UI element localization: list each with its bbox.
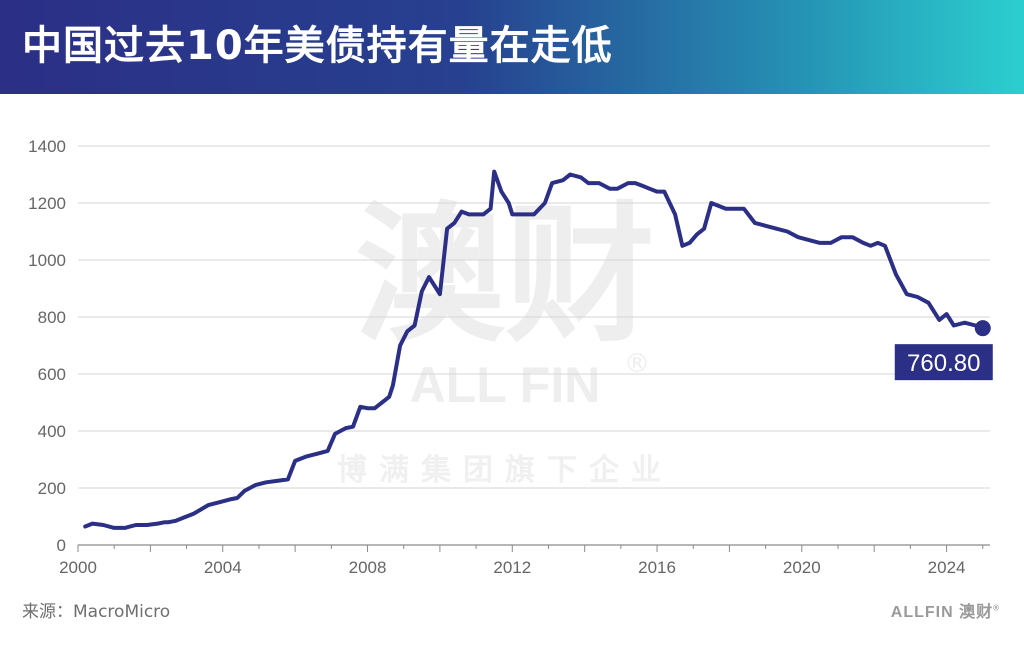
- x-tick-label: 2004: [204, 558, 242, 577]
- x-tick-label: 2016: [638, 558, 676, 577]
- watermark: 澳财 ALL FIN ® 博满集团旗下企业: [337, 189, 673, 488]
- y-tick-label: 1000: [28, 251, 66, 270]
- y-tick-label: 1200: [28, 194, 66, 213]
- y-tick-label: 1400: [28, 137, 66, 156]
- watermark-big-text: 澳财: [355, 189, 655, 363]
- y-tick-label: 600: [38, 365, 66, 384]
- y-tick-label: 400: [38, 422, 66, 441]
- x-axis: 2000 2004 2008 2012 2016 2020 2024: [59, 544, 990, 577]
- last-value-marker: 760.80: [894, 320, 993, 381]
- x-tick-label: 2012: [493, 558, 531, 577]
- brand-logo: ALLFIN 澳财®: [891, 598, 1000, 622]
- last-value-label: 760.80: [907, 350, 980, 377]
- line-chart: 澳财 ALL FIN ® 博满集团旗下企业 0 200 400 600 800 1000 1…: [28, 137, 993, 577]
- x-tick-label: 2008: [349, 558, 387, 577]
- series-line: [83, 169, 985, 530]
- x-tick-label: 2024: [928, 558, 966, 577]
- y-tick-label: 200: [38, 479, 66, 498]
- grid-lines: [78, 145, 990, 489]
- source-note: 来源：MacroMicro: [22, 602, 171, 622]
- last-point-dot: [974, 320, 991, 337]
- series-group: [83, 169, 985, 530]
- watermark-brand-text: ALL FIN: [410, 357, 601, 413]
- x-tick-label: 2000: [59, 558, 97, 577]
- x-tick-label: 2020: [783, 558, 821, 577]
- watermark-sub-text: 博满集团旗下企业: [337, 453, 673, 488]
- y-tick-label: 0: [57, 536, 66, 555]
- title-banner: 中国过去10年美债持有量在走低: [0, 0, 1024, 94]
- brand-logo-text: ALLFIN 澳财: [890, 604, 994, 621]
- y-tick-label: 800: [38, 308, 66, 327]
- y-axis: 0 200 400 600 800 1000 1200 1400: [28, 137, 66, 555]
- last-value-box: [894, 344, 993, 381]
- brand-logo-mark: ®: [993, 603, 1000, 613]
- page-title: 中国过去10年美债持有量在走低: [22, 23, 613, 69]
